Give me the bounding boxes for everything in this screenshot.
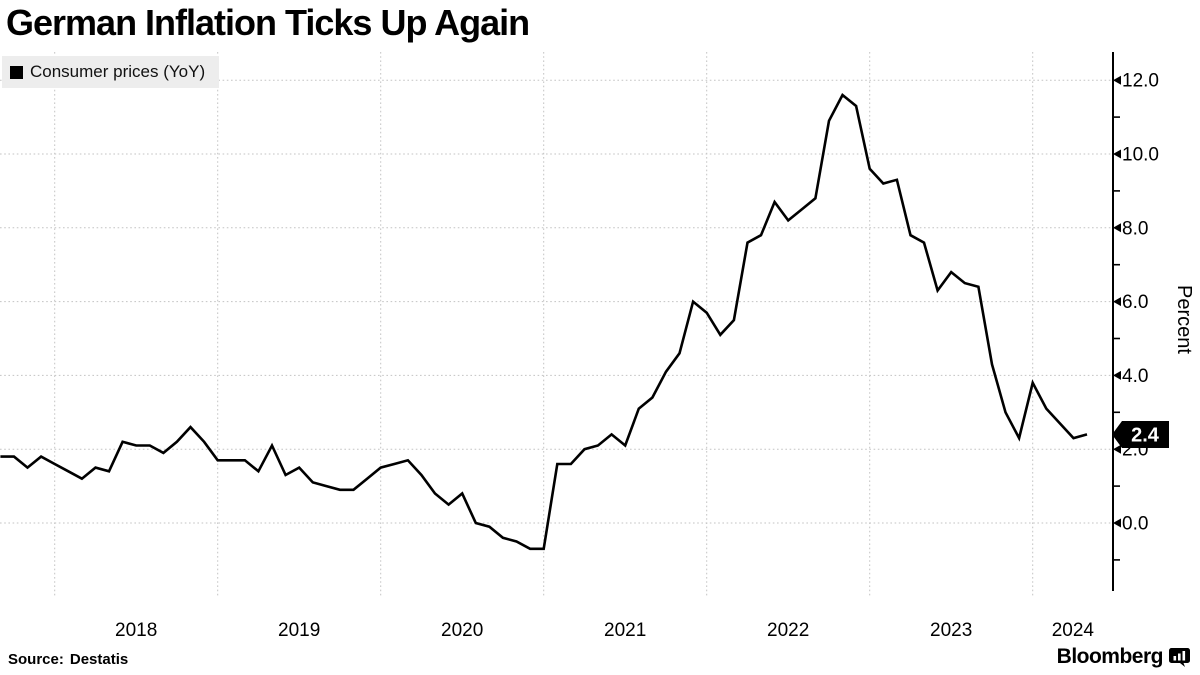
y-tick-label: 12.0 — [1122, 71, 1159, 92]
horizontal-gridlines — [0, 79, 1113, 524]
x-tick-label: 2023 — [930, 620, 972, 641]
source-note: Source: Destatis — [8, 651, 128, 668]
x-tick-label: 2024 — [1052, 620, 1095, 641]
y-tick-label: 8.0 — [1122, 218, 1148, 239]
last-value-badge-shape — [1112, 420, 1169, 448]
last-value-badge-text: 2.4 — [1131, 424, 1160, 446]
y-tick-arrow-icon — [1113, 223, 1121, 233]
legend-marker-icon — [10, 65, 23, 79]
x-tick-label: 2021 — [604, 620, 646, 641]
bloomberg-wordmark: Bloomberg — [1056, 645, 1164, 668]
source-value: Destatis — [69, 651, 129, 668]
x-axis-tick-labels: 2018 2019 2020 2021 2022 2023 2024 — [115, 620, 1094, 641]
y-axis-ticks: 0.02.04.06.08.010.012.0 — [1113, 71, 1159, 561]
series-line — [0, 92, 1088, 551]
y-tick-arrow-icon — [1113, 444, 1121, 454]
y-tick-label: 0.0 — [1122, 514, 1148, 535]
y-axis-unit-label: Percent — [1173, 285, 1196, 354]
legend: Consumer prices (YoY) — [2, 56, 220, 88]
bloomberg-logo: Bloomberg — [1057, 645, 1190, 669]
y-tick-arrow-icon — [1113, 297, 1121, 307]
x-tick-label: 2019 — [278, 620, 320, 641]
y-tick-label: 4.0 — [1122, 366, 1148, 387]
x-tick-label: 2022 — [767, 620, 809, 641]
x-tick-label: 2020 — [441, 620, 483, 641]
y-tick-label: 6.0 — [1122, 292, 1148, 313]
y-tick-arrow-icon — [1113, 370, 1121, 380]
bloomberg-chart-icon — [1169, 647, 1190, 667]
y-tick-arrow-icon — [1113, 518, 1121, 528]
last-value-badge: 2.4 — [1112, 420, 1169, 448]
y-tick-label: 10.0 — [1122, 145, 1159, 166]
legend-label: Consumer prices (YoY) — [30, 62, 206, 81]
x-tick-label: 2018 — [115, 620, 157, 641]
vertical-gridlines — [54, 52, 1034, 598]
y-tick-arrow-icon — [1113, 149, 1121, 159]
source-label: Source: — [8, 651, 64, 668]
chart-title: German Inflation Ticks Up Again — [6, 2, 530, 43]
y-tick-arrow-icon — [1113, 75, 1121, 85]
